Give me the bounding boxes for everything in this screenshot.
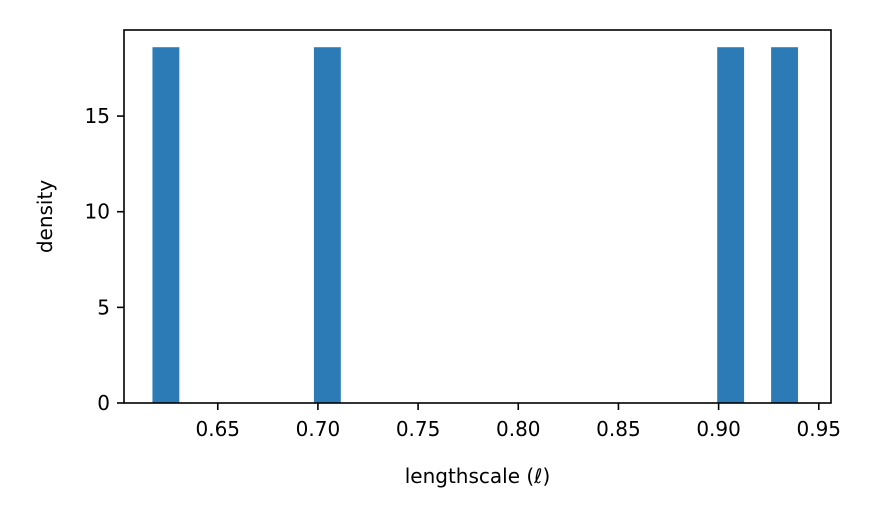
x-tick-label: 0.75 <box>396 417 441 441</box>
x-tick-label: 0.70 <box>296 417 341 441</box>
y-ticks: 0 5 10 15 <box>85 104 124 415</box>
histogram-bar-3 <box>717 47 745 403</box>
x-ticks: 0.65 0.70 0.75 0.80 0.85 0.90 0.95 <box>195 403 841 441</box>
x-tick-label: 0.65 <box>195 417 240 441</box>
y-tick-label: 10 <box>85 200 110 224</box>
histogram-bar-2 <box>313 47 341 403</box>
y-tick-label: 0 <box>97 391 110 415</box>
y-tick-label: 5 <box>97 295 110 319</box>
x-tick-label: 0.80 <box>496 417 541 441</box>
plot-frame <box>123 29 832 404</box>
x-axis-label: lengthscale (ℓ) <box>405 464 551 488</box>
bars-group <box>152 47 798 403</box>
x-tick-label: 0.85 <box>596 417 641 441</box>
y-axis-label: density <box>33 180 57 253</box>
x-tick-label: 0.90 <box>696 417 741 441</box>
y-tick-label: 15 <box>85 104 110 128</box>
histogram-bar-1 <box>152 47 180 403</box>
histogram-bar-4 <box>771 47 798 403</box>
x-tick-label: 0.95 <box>797 417 842 441</box>
